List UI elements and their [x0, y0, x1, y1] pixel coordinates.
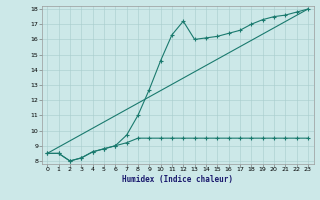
- X-axis label: Humidex (Indice chaleur): Humidex (Indice chaleur): [122, 175, 233, 184]
